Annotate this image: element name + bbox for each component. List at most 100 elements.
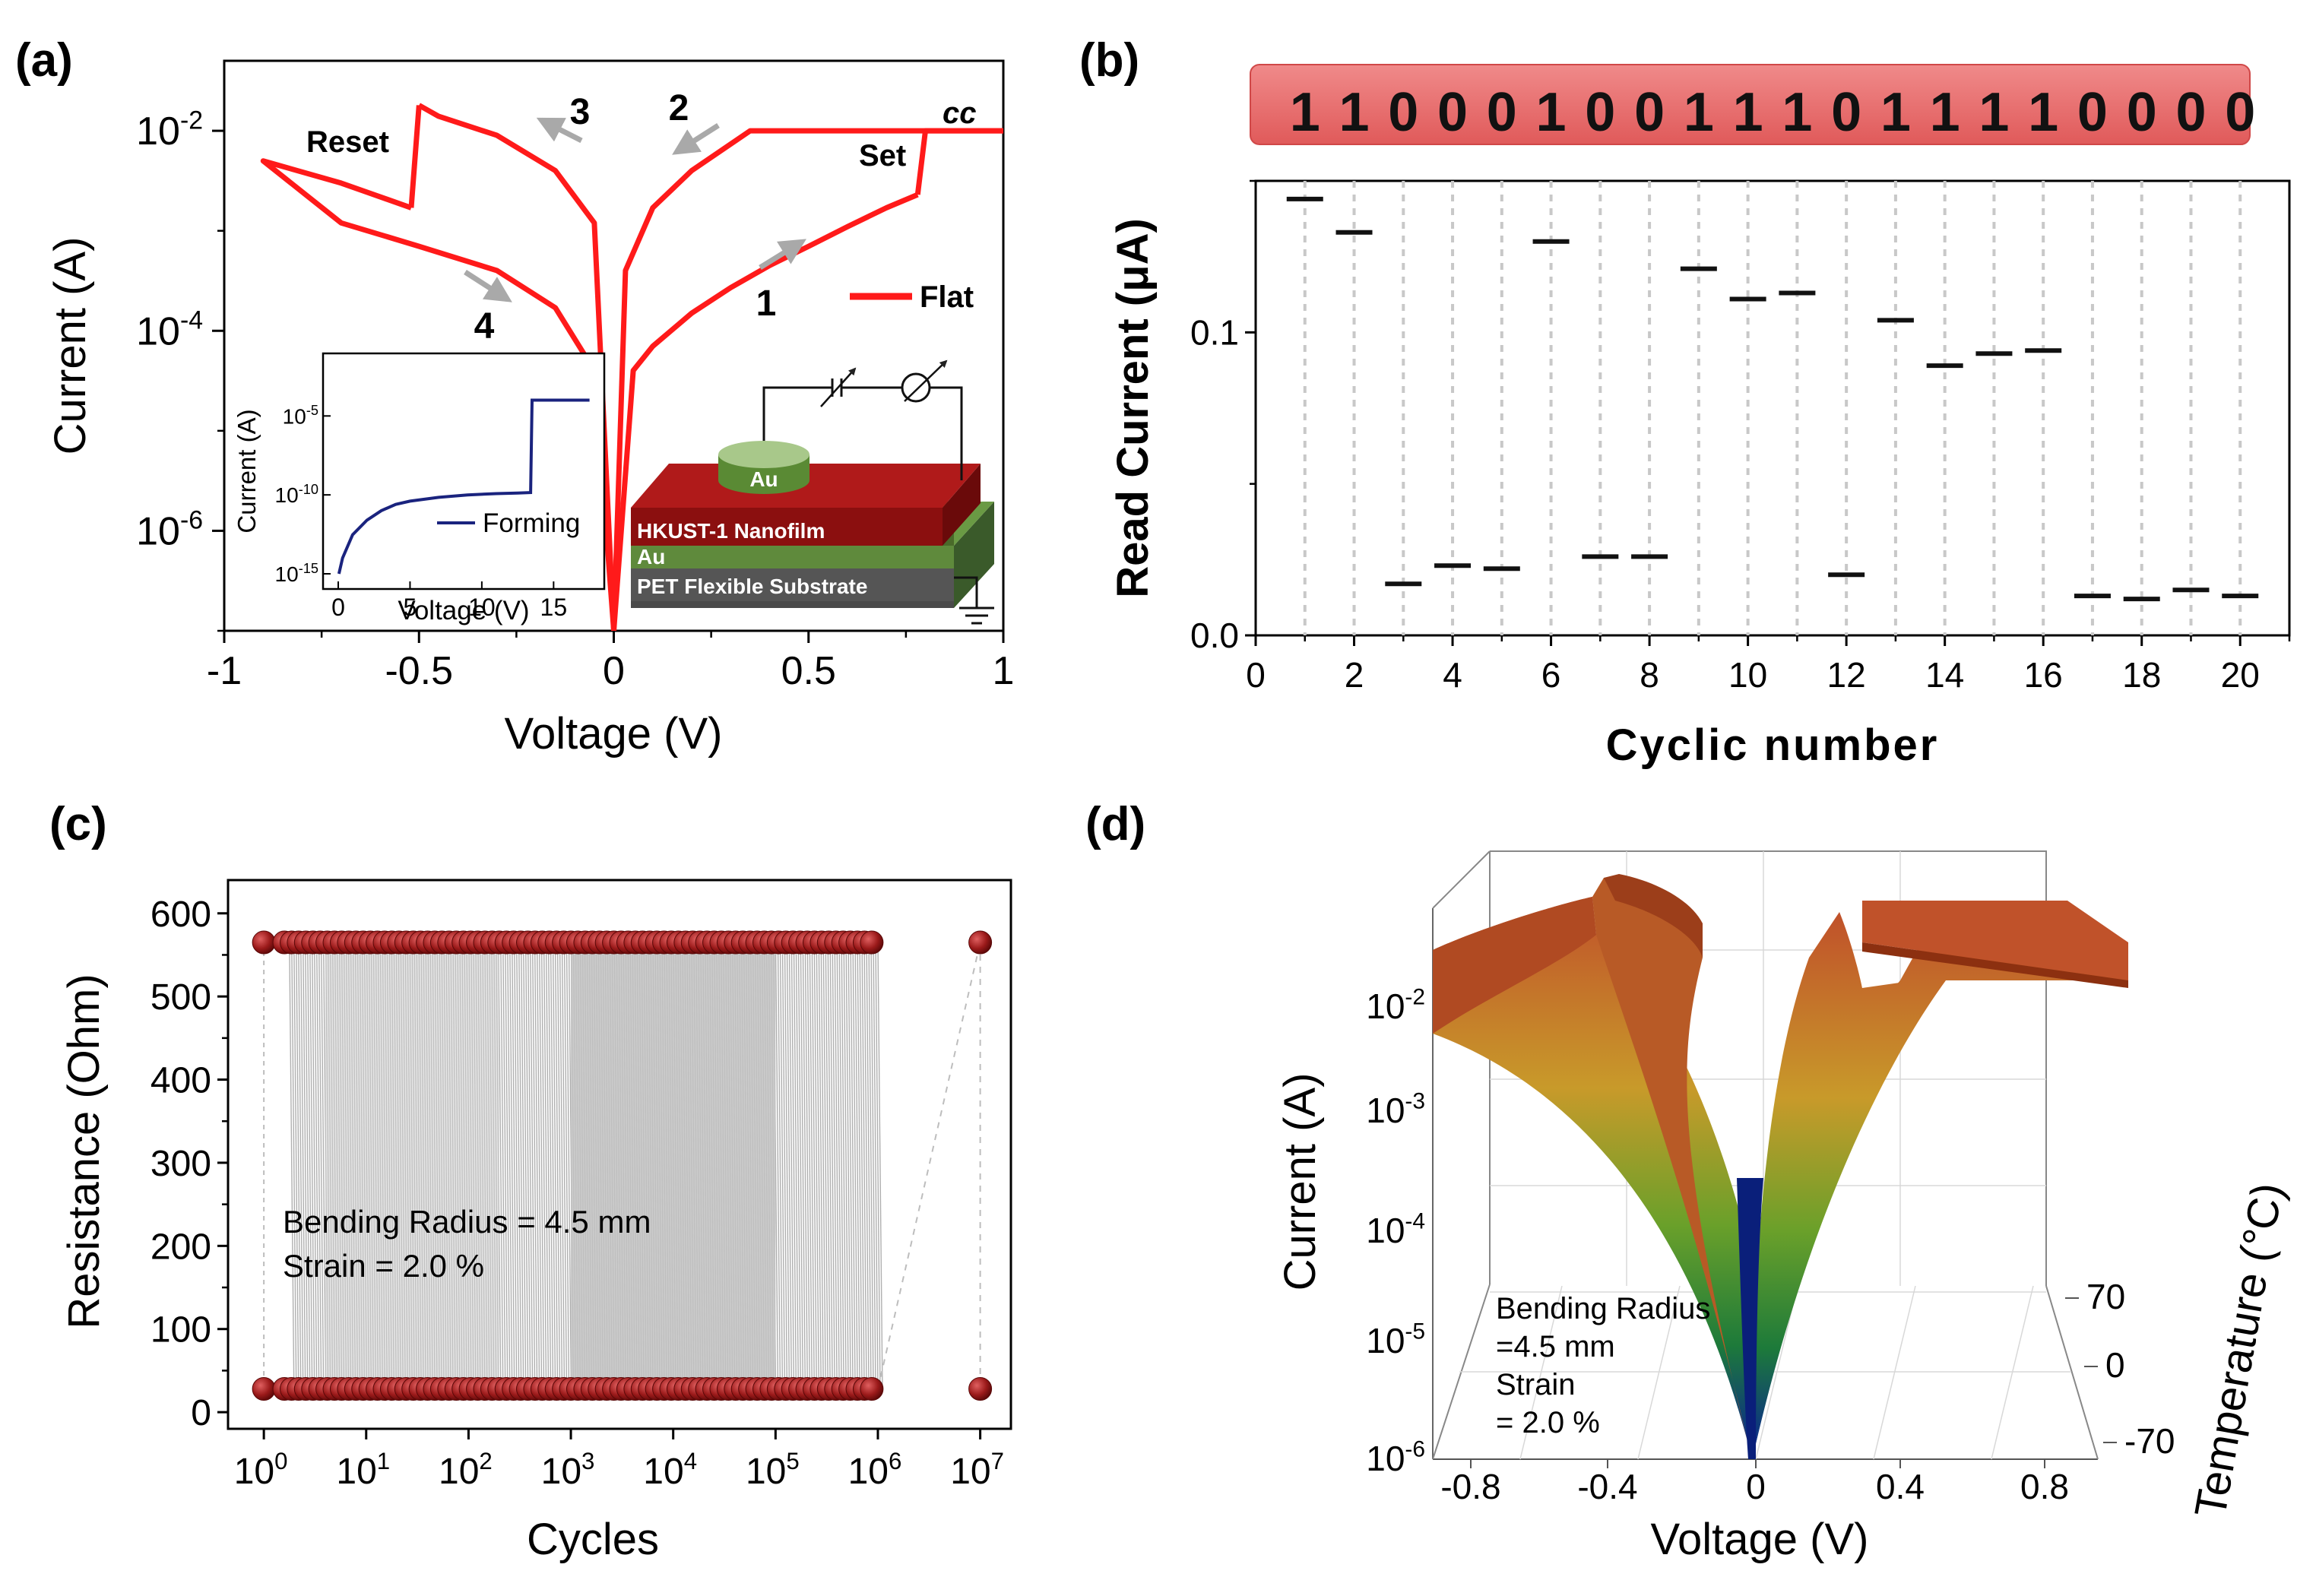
panel-d-ticks: -0.8 -0.4 0 0.4 0.8 10-2 10-3 10-4 10-5 10-6 70 0 -7… xyxy=(1366,985,2175,1506)
bit-11: 1 xyxy=(1782,82,1812,143)
connector-line xyxy=(538,942,545,1389)
connector-line xyxy=(848,942,854,1389)
panel-d-annotation-4: = 2.0 % xyxy=(1496,1406,1600,1439)
floor-gridline xyxy=(1991,1285,2034,1460)
connector-line xyxy=(534,942,540,1389)
flat-curve-segment-1 xyxy=(611,192,919,631)
x-tick-label: 4 xyxy=(1443,655,1462,695)
connector-line xyxy=(784,942,790,1389)
connector-line xyxy=(827,942,833,1389)
connector-line xyxy=(845,942,851,1389)
connector-line xyxy=(857,942,863,1389)
legend-flat-label: Flat xyxy=(920,280,974,314)
connector-line xyxy=(293,942,299,1389)
panel-d-annotation-2: =4.5 mm xyxy=(1496,1330,1615,1363)
x-tick-label: 100 xyxy=(234,1448,288,1492)
connector-line xyxy=(804,942,811,1389)
variable-arrow xyxy=(820,367,857,407)
connector-line xyxy=(554,942,561,1389)
x-tick-label: 20 xyxy=(2221,655,2260,695)
cc-label: cc xyxy=(943,97,977,130)
surface-left-wing xyxy=(1433,897,1748,1444)
panel-a-curves xyxy=(260,103,1003,631)
connector-line xyxy=(320,942,327,1389)
connector-line xyxy=(502,942,509,1389)
connector-line xyxy=(854,942,860,1389)
x-tick-label: 10 xyxy=(1728,655,1767,695)
connector-line xyxy=(868,942,874,1389)
connector-line xyxy=(863,942,870,1389)
panel-c-points xyxy=(252,930,993,1401)
panel-c-ylabel: Resistance (Ohm) xyxy=(59,974,109,1328)
connector-line xyxy=(850,942,856,1389)
panel-c-ticks: 0 100 200 300 400 500 600 100 101 102 103 104 105 106… xyxy=(150,895,1004,1492)
connector-line xyxy=(300,942,306,1389)
connector-line xyxy=(829,942,835,1389)
connector-line xyxy=(309,942,315,1389)
x-tick-label: 1 xyxy=(993,649,1015,693)
y-tick-label: 0 xyxy=(191,1393,211,1433)
connector-line xyxy=(552,942,559,1389)
connector-line xyxy=(832,942,838,1389)
arrow-label-1: 1 xyxy=(756,283,777,324)
y-tick-label: 300 xyxy=(150,1144,211,1184)
legend-forming-label: Forming xyxy=(483,508,580,538)
meter-symbol xyxy=(901,372,931,403)
connector-line xyxy=(775,942,781,1389)
x-tick-label: 106 xyxy=(848,1448,902,1492)
flat-curve-segment-2 xyxy=(914,128,1003,195)
connector-line xyxy=(550,942,556,1389)
bit-7: 0 xyxy=(1585,82,1615,143)
x-tick-label: 0 xyxy=(1246,655,1266,695)
y-tick-label: 10-5 xyxy=(1366,1319,1425,1360)
connector-line xyxy=(800,942,806,1389)
x-tick-label: 6 xyxy=(1541,655,1561,695)
arrow-2 xyxy=(672,123,720,155)
bottom-electrode xyxy=(631,546,954,568)
connector-line xyxy=(556,942,563,1389)
connector-line xyxy=(289,942,295,1389)
arrow-label-3: 3 xyxy=(570,92,591,132)
panel-a-ticks: -1 -0.5 0 0.5 1 10-2 10-4 10-6 xyxy=(136,106,1014,693)
reset-label: Reset xyxy=(306,125,389,159)
hrs-point xyxy=(252,930,276,955)
connector-band xyxy=(571,942,776,1389)
panel-b-frame xyxy=(1254,179,2291,637)
panel-b-ylabel: Read Current (μA) xyxy=(1108,218,1158,598)
panel-c-connector-lines xyxy=(263,942,981,1389)
bit-15: 1 xyxy=(1979,82,2009,143)
x-tick-label: 107 xyxy=(950,1448,1004,1492)
connector-line xyxy=(507,942,513,1389)
y-tick-label: 400 xyxy=(150,1061,211,1101)
panel-a-ylabel: Current (A) xyxy=(46,237,95,455)
panel-a-xlabel: Voltage (V) xyxy=(505,709,723,758)
connector-line xyxy=(313,942,320,1389)
inset-x-tick-label: 5 xyxy=(404,594,417,621)
connector-line xyxy=(877,942,883,1389)
panel-c: (c) 0 100 200 300 400 500 600 100 101 102 103 104 10… xyxy=(49,798,1012,1564)
floor-gridline xyxy=(1519,1285,1563,1460)
y-tick-label: 0.0 xyxy=(1190,616,1239,655)
panel-c-annotation-2: Strain = 2.0 % xyxy=(283,1248,484,1284)
connector-line xyxy=(806,942,813,1389)
y-tick-label: 600 xyxy=(150,895,211,935)
z-tick-label: 0 xyxy=(2105,1345,2125,1385)
y-tick-label: 10-2 xyxy=(1366,985,1425,1026)
lrs-point xyxy=(252,1376,276,1401)
connector-line xyxy=(825,942,831,1389)
surface-center-spike xyxy=(1737,1178,1763,1459)
connector-line xyxy=(795,942,802,1389)
arrow-3 xyxy=(536,117,583,144)
panel-b-marks xyxy=(1286,196,2259,602)
arrow-1 xyxy=(759,239,806,270)
connector-line xyxy=(318,942,325,1389)
floor-gridline xyxy=(1755,1285,1798,1460)
x-tick-label: 101 xyxy=(336,1448,390,1492)
connector-line xyxy=(786,942,793,1389)
bit-2: 1 xyxy=(1339,82,1370,143)
wire-right xyxy=(930,386,963,480)
wire-left xyxy=(762,386,832,441)
connector-line xyxy=(566,942,572,1389)
connector-band xyxy=(325,942,499,1389)
y-tick-label: 500 xyxy=(150,977,211,1018)
